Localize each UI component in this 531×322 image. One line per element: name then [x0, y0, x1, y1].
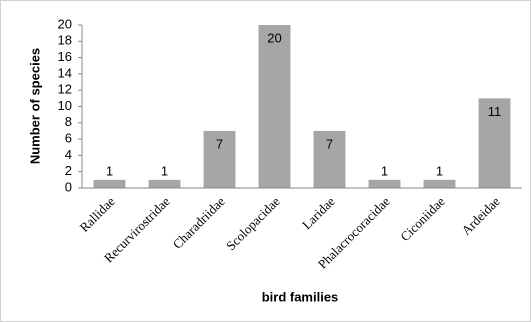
y-tick-label: 18 — [58, 33, 72, 48]
y-tick-label: 14 — [58, 65, 72, 80]
y-tick-label: 12 — [58, 82, 72, 97]
x-axis-title: bird families — [262, 289, 339, 304]
bar — [313, 130, 346, 188]
y-tick-label: 0 — [65, 179, 72, 194]
bar — [258, 25, 291, 188]
bar — [203, 130, 236, 188]
y-tick-label: 20 — [58, 16, 72, 31]
data-label: 20 — [267, 30, 281, 45]
y-tick-label: 4 — [65, 147, 72, 162]
y-tick-label: 10 — [58, 98, 72, 113]
bar — [368, 179, 401, 188]
y-tick-label: 16 — [58, 49, 72, 64]
data-label: 1 — [106, 163, 113, 178]
data-label: 1 — [161, 163, 168, 178]
y-tick-label: 2 — [65, 163, 72, 178]
data-label: 11 — [488, 104, 502, 119]
bar — [93, 179, 126, 188]
y-tick-label: 6 — [65, 131, 72, 146]
bar — [423, 179, 456, 188]
data-label: 1 — [381, 163, 388, 178]
y-tick-label: 8 — [65, 114, 72, 129]
data-label: 7 — [216, 136, 223, 151]
data-label: 7 — [326, 136, 333, 151]
data-label: 1 — [436, 163, 443, 178]
bar — [478, 98, 511, 188]
bar — [148, 179, 181, 188]
y-axis-title: Number of species — [27, 48, 42, 164]
